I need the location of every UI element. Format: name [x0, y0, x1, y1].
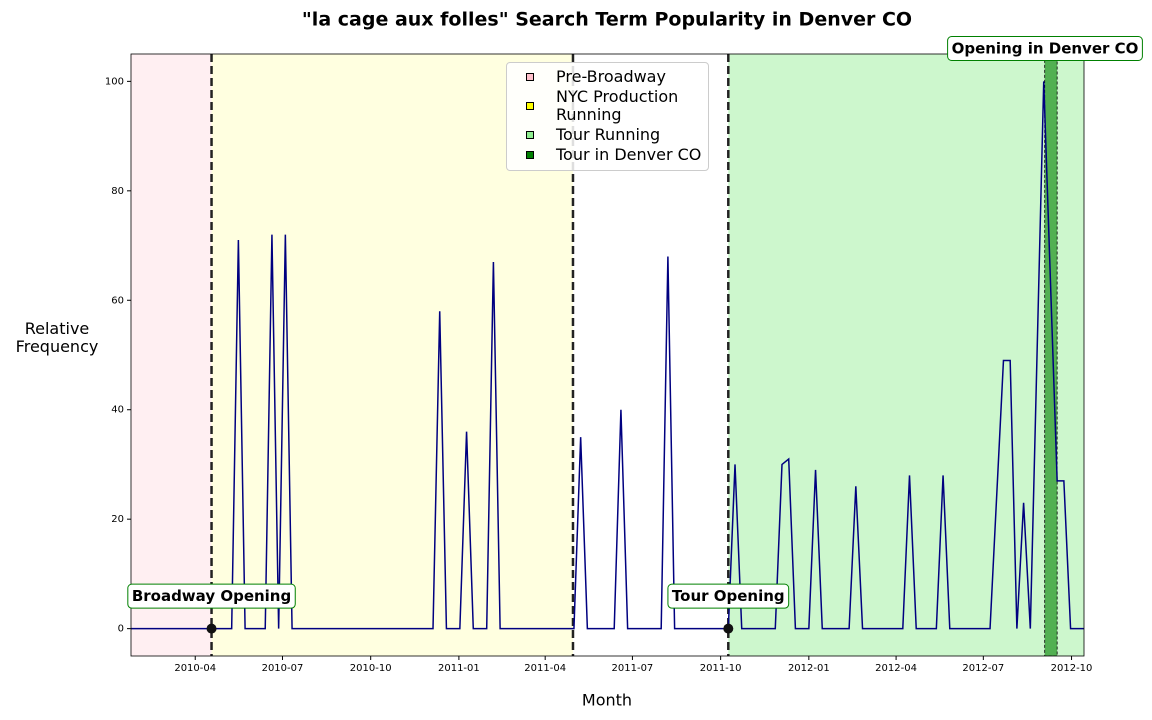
x-tick-label: 2011-04 — [524, 663, 566, 674]
event-dot — [206, 623, 217, 634]
y-tick-label: 60 — [111, 295, 124, 306]
legend-entry: Pre-Broadway — [507, 68, 708, 86]
legend-label: Tour in Denver CO — [556, 145, 702, 164]
y-tick-label: 0 — [118, 624, 124, 635]
legend-swatch — [526, 73, 534, 81]
x-tick-label: 2011-01 — [438, 663, 480, 674]
legend-entry: Tour in Denver CO — [507, 146, 708, 164]
annotation: Tour Opening — [672, 587, 785, 605]
annotation-box — [667, 583, 790, 609]
event-dot — [723, 623, 734, 634]
x-tick-label: 2011-10 — [700, 663, 742, 674]
chart-title: "la cage aux folles" Search Term Popular… — [302, 9, 912, 31]
legend-label: Pre-Broadway — [556, 67, 666, 86]
annotation: Opening in Denver CO — [952, 40, 1139, 58]
annotation-box — [127, 583, 296, 609]
legend: Pre-Broadway NYC Production Running Tour R… — [506, 62, 709, 171]
y-tick-label: 20 — [111, 514, 124, 525]
legend-swatch — [526, 102, 534, 110]
x-tick-label: 2012-07 — [962, 663, 1004, 674]
y-tick-label: 40 — [111, 405, 124, 416]
x-tick-label: 2012-01 — [788, 663, 830, 674]
x-tick-label: 2010-07 — [262, 663, 304, 674]
x-tick-label: 2012-10 — [1051, 663, 1093, 674]
legend-entry: NYC Production Running — [507, 88, 708, 124]
x-tick-label: 2011-07 — [612, 663, 654, 674]
data-line — [131, 81, 1084, 630]
annotation: Broadway Opening — [132, 587, 291, 605]
x-tick-label: 2010-04 — [174, 663, 216, 674]
y-tick-label: 100 — [105, 76, 124, 87]
y-tick-label: 80 — [111, 186, 124, 197]
legend-entry: Tour Running — [507, 126, 708, 144]
legend-swatch — [526, 131, 534, 139]
y-axis-label: Relative Frequency — [15, 319, 99, 356]
legend-swatch — [526, 151, 534, 159]
legend-label: Tour Running — [556, 125, 661, 144]
plot-frame — [130, 53, 1085, 657]
x-tick-label: 2012-04 — [875, 663, 917, 674]
annotation-box — [947, 36, 1143, 61]
region — [131, 54, 212, 656]
x-tick-label: 2010-10 — [350, 663, 392, 674]
x-axis-label: Month — [582, 691, 632, 710]
legend-label: NYC Production Running — [556, 87, 679, 124]
